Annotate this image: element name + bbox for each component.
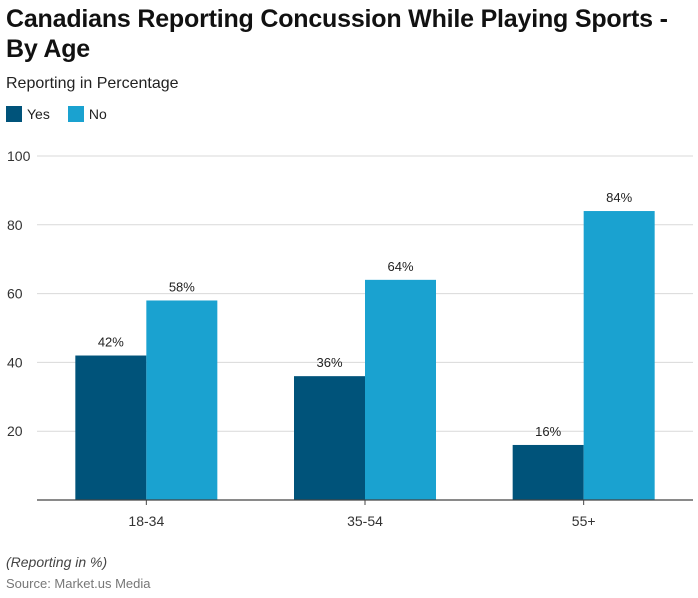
x-tick-label: 18-34 bbox=[128, 513, 164, 529]
legend: Yes No bbox=[6, 106, 125, 122]
bar-yes bbox=[512, 444, 584, 500]
data-label: 58% bbox=[169, 279, 195, 294]
y-tick-label: 40 bbox=[7, 354, 23, 370]
chart-subtitle: Reporting in Percentage bbox=[6, 75, 179, 92]
legend-label-yes: Yes bbox=[27, 106, 50, 122]
data-label: 84% bbox=[606, 190, 632, 205]
y-tick-label: 100 bbox=[7, 148, 31, 164]
data-label: 36% bbox=[316, 355, 342, 370]
bar-no bbox=[146, 300, 218, 500]
bar-no bbox=[583, 211, 655, 501]
y-tick-label: 60 bbox=[7, 286, 23, 302]
chart-note: (Reporting in %) bbox=[6, 554, 108, 570]
bar-yes bbox=[294, 376, 365, 500]
legend-item-yes: Yes bbox=[6, 106, 50, 122]
x-tick-label: 35-54 bbox=[347, 513, 383, 529]
legend-item-no: No bbox=[67, 106, 107, 122]
legend-swatch-yes bbox=[6, 106, 22, 122]
data-label: 42% bbox=[98, 335, 124, 350]
bar-yes bbox=[75, 355, 147, 500]
legend-label-no: No bbox=[88, 106, 107, 122]
chart-title: Canadians Reporting Concussion While Pla… bbox=[6, 5, 668, 63]
chart-source: Source: Market.us Media bbox=[6, 576, 151, 591]
legend-swatch-no bbox=[67, 106, 84, 122]
data-label: 64% bbox=[387, 259, 413, 274]
y-tick-label: 20 bbox=[7, 423, 23, 439]
data-label: 16% bbox=[535, 424, 561, 439]
bar-no bbox=[365, 279, 436, 500]
x-tick-label: 55+ bbox=[572, 513, 596, 529]
y-tick-label: 80 bbox=[7, 217, 23, 233]
